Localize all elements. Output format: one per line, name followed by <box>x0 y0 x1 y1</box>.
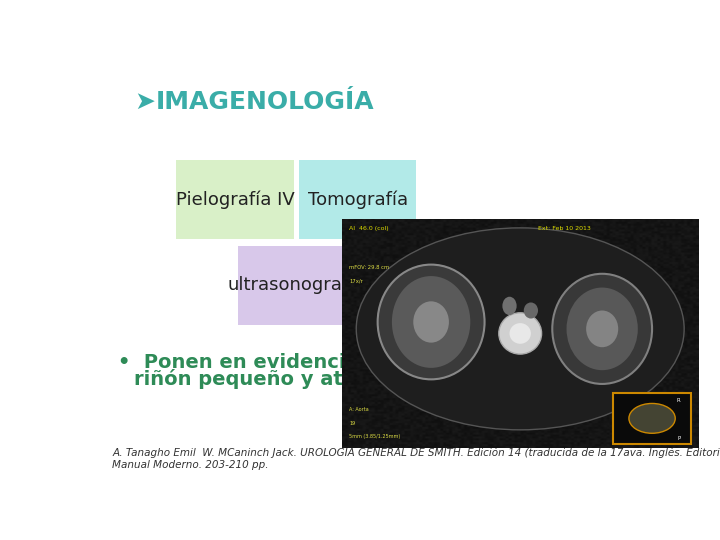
Text: riñón pequeño y atrofiado: riñón pequeño y atrofiado <box>133 369 421 389</box>
Text: •  Ponen en evidencia un: • Ponen en evidencia un <box>118 353 393 372</box>
Ellipse shape <box>552 274 652 384</box>
Text: IMAGENOLOGÍA: IMAGENOLOGÍA <box>156 90 374 114</box>
Text: Tomografía: Tomografía <box>307 191 408 209</box>
FancyBboxPatch shape <box>300 160 416 239</box>
Ellipse shape <box>567 287 638 370</box>
FancyBboxPatch shape <box>613 393 691 443</box>
Text: Al  46.0 (col): Al 46.0 (col) <box>349 226 389 231</box>
Text: Ext: Feb 10 2013: Ext: Feb 10 2013 <box>538 226 591 231</box>
Text: Manual Moderno. 203-210 pp.: Manual Moderno. 203-210 pp. <box>112 460 269 470</box>
Ellipse shape <box>510 323 531 344</box>
Text: Pielografía IV: Pielografía IV <box>176 191 294 209</box>
Text: 5mm (3.85/1.25mm): 5mm (3.85/1.25mm) <box>349 434 400 440</box>
Text: A. Tanagho Emil  W. MCaninch Jack. UROLOGÍA GENERAL DE SMITH. Edición 14 (traduc: A. Tanagho Emil W. MCaninch Jack. UROLOG… <box>112 446 720 458</box>
Ellipse shape <box>586 310 618 347</box>
Text: P: P <box>678 436 680 441</box>
Text: A: Aorta: A: Aorta <box>349 407 369 412</box>
Ellipse shape <box>378 265 485 379</box>
Ellipse shape <box>523 302 538 319</box>
Ellipse shape <box>629 403 675 433</box>
Ellipse shape <box>503 297 517 315</box>
Ellipse shape <box>413 301 449 342</box>
Text: R: R <box>677 397 680 403</box>
Ellipse shape <box>356 228 684 430</box>
FancyBboxPatch shape <box>176 160 294 239</box>
Text: ➤: ➤ <box>135 90 164 114</box>
Text: ultrasonografía: ultrasonografía <box>228 276 365 294</box>
FancyBboxPatch shape <box>238 246 355 325</box>
Text: 17x/r: 17x/r <box>349 279 363 284</box>
Ellipse shape <box>499 313 541 354</box>
Ellipse shape <box>392 276 470 368</box>
Text: 19: 19 <box>349 421 355 426</box>
Text: mFOV: 29.8 cm: mFOV: 29.8 cm <box>349 265 390 269</box>
